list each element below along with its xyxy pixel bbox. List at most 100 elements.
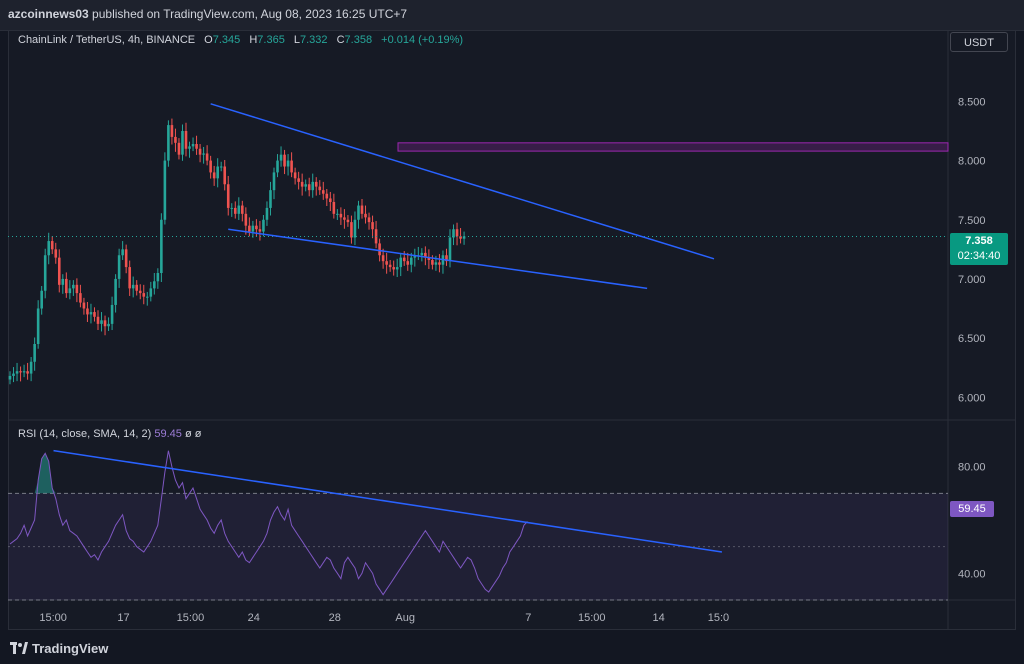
candle-body <box>43 255 47 291</box>
rsi-legend-extra: ø ø <box>184 428 202 440</box>
candle-body <box>279 154 283 161</box>
candle-body <box>33 344 36 362</box>
upper-trendline[interactable] <box>210 103 715 260</box>
candle-body <box>445 255 448 262</box>
candle-body <box>339 213 343 218</box>
time-tick-label: 15:00 <box>177 612 205 624</box>
rsi-legend-value: 59.45 <box>154 428 182 440</box>
candle-body <box>392 267 395 270</box>
symbol-legend: ChainLink / TetherUS, 4h, BINANCE O7.345… <box>18 34 463 46</box>
rsi-overbought-fill <box>31 453 56 494</box>
candle-body <box>195 144 198 149</box>
rsi-line[interactable] <box>9 450 528 596</box>
last-price-label: 7.358 02:34:40 <box>950 233 1008 265</box>
candle-body <box>145 296 149 298</box>
candle-body <box>395 267 399 270</box>
footer: TradingView <box>0 632 1024 664</box>
candle-body <box>325 193 329 199</box>
currency-button[interactable]: USDT <box>950 32 1008 52</box>
candle-body <box>269 190 272 208</box>
candle-body <box>459 236 462 239</box>
candle-body <box>385 261 388 265</box>
time-tick-label: 7 <box>525 612 531 624</box>
rsi-tick-label: 80.00 <box>958 462 986 474</box>
candle-body <box>241 205 244 214</box>
candle-body <box>135 284 139 291</box>
candle-body <box>131 284 135 289</box>
candle-body <box>304 184 307 187</box>
candle-body <box>160 219 163 273</box>
publisher-name[interactable]: azcoinnews03 <box>8 7 89 21</box>
candle-body <box>438 262 441 265</box>
candle-body <box>455 229 459 237</box>
chart-area[interactable] <box>8 30 1016 630</box>
candle-body <box>93 312 96 317</box>
candle-body <box>149 288 153 297</box>
candle-body <box>244 213 248 226</box>
rsi-trendline[interactable] <box>53 449 723 553</box>
close-value: 7.358 <box>344 34 373 46</box>
rsi-title[interactable]: RSI (14, close, SMA, 14, 2) <box>18 428 152 440</box>
candle-body <box>286 160 290 167</box>
resistance-zone[interactable] <box>397 142 949 152</box>
time-tick-label: 24 <box>248 612 260 624</box>
candle-body <box>434 262 438 265</box>
candle-body <box>40 290 43 309</box>
low-label: L <box>293 34 300 46</box>
candle-body <box>114 278 117 305</box>
candle-body <box>381 255 385 262</box>
candle-body <box>15 371 19 374</box>
candle-body <box>29 361 33 374</box>
candle-body <box>174 136 177 143</box>
candle-body <box>142 293 146 297</box>
price-tick-label: 6.000 <box>958 392 986 404</box>
candle-body <box>50 241 54 250</box>
lower-trendline[interactable] <box>228 228 648 290</box>
candle-body <box>54 249 58 258</box>
candle-body <box>321 190 325 194</box>
candle-body <box>276 160 279 173</box>
candle-body <box>68 288 72 294</box>
candle-body <box>65 278 68 294</box>
candle-body <box>177 142 181 155</box>
chart-canvas[interactable]: 8.500 8.000 7.500 7.000 6.500 6.000 80.00 40.00… <box>0 0 1024 632</box>
candle-body <box>181 131 184 155</box>
candle-body <box>100 320 103 324</box>
published-info: azcoinnews03 published on TradingView.co… <box>8 7 407 21</box>
candle-body <box>371 222 374 230</box>
symbol-title[interactable]: ChainLink / TetherUS, 4h, BINANCE <box>18 34 196 46</box>
candle-body <box>343 217 346 220</box>
candle-body <box>409 257 413 265</box>
candle-body <box>86 308 89 315</box>
time-tick-label: 15:00 <box>39 612 67 624</box>
candle-body <box>26 371 29 374</box>
candle-body <box>311 181 315 191</box>
candle-body <box>350 222 353 238</box>
rsi-tick-label: 40.00 <box>958 568 986 580</box>
candle-body <box>223 166 227 185</box>
tradingview-logo[interactable]: TradingView <box>10 641 108 656</box>
time-tick-label: 17 <box>117 612 129 624</box>
candle-body <box>300 181 304 187</box>
publisher-bar: azcoinnews03 published on TradingView.co… <box>0 0 1024 31</box>
candle-body <box>163 160 167 220</box>
candle-body <box>107 323 110 327</box>
candle-body <box>448 237 452 262</box>
candle-body <box>216 166 219 179</box>
candle-body <box>314 181 318 187</box>
candle-body <box>272 172 276 191</box>
candle-body <box>262 219 265 232</box>
candle-body <box>251 225 255 232</box>
candle-body <box>431 259 434 265</box>
candle-body <box>353 219 357 238</box>
candle-body <box>307 184 311 191</box>
change-value: +0.014 (+0.19%) <box>381 34 464 46</box>
candle-body <box>103 320 107 327</box>
candle-body <box>462 236 466 239</box>
last-price: 7.358 <box>965 235 993 247</box>
candle-body <box>205 153 209 161</box>
candle-body <box>293 172 297 179</box>
price-tick-label: 8.000 <box>958 156 986 168</box>
candle-body <box>219 166 223 168</box>
published-text: published on TradingView.com, Aug 08, 20… <box>92 7 408 21</box>
